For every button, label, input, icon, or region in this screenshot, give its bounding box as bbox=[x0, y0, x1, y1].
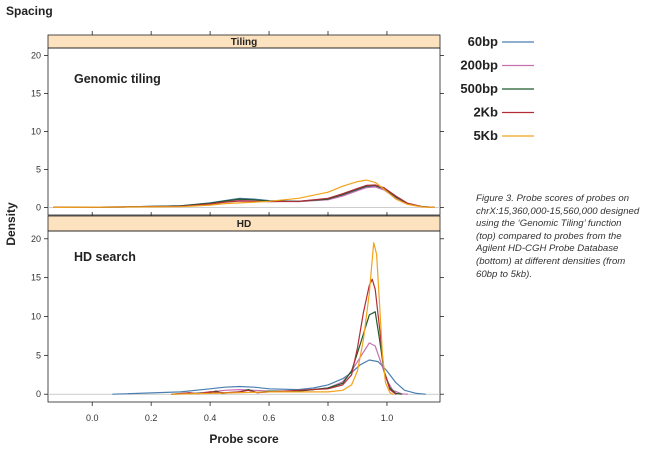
panel-tiling: Tiling Genomic tiling 0 5 10 15 20 bbox=[31, 31, 444, 216]
caption-line: using the ‘Genomic Tiling’ function bbox=[476, 218, 622, 230]
y-tick-label: 20 bbox=[31, 234, 41, 244]
y-tick-label: 15 bbox=[31, 273, 41, 283]
legend: 60bp 200bp 500bp 2Kb 5Kb bbox=[460, 34, 534, 143]
y-tick-label: 20 bbox=[31, 51, 41, 61]
legend-label-200bp: 200bp bbox=[460, 58, 498, 73]
legend-label-5kb: 5Kb bbox=[473, 128, 498, 143]
y-tick-label: 0 bbox=[36, 389, 41, 399]
series-line-60bp bbox=[53, 185, 435, 208]
strip-hd-label: HD bbox=[237, 219, 251, 230]
series-line-2kb bbox=[53, 184, 435, 208]
x-axis-title: Probe score bbox=[209, 432, 279, 446]
y-tick-label: 5 bbox=[36, 350, 41, 360]
caption-line: 60bp to 5kb). bbox=[476, 268, 533, 280]
series-line-5kb bbox=[171, 242, 394, 395]
series-line-2kb bbox=[171, 278, 397, 395]
y-tick-label: 0 bbox=[36, 202, 41, 212]
series-line-500bp bbox=[171, 311, 403, 395]
y-axis-title: Density bbox=[4, 202, 18, 246]
x-tick-label: 0.8 bbox=[322, 413, 335, 423]
y-tick-label: 5 bbox=[36, 164, 41, 174]
panel-tiling-title: Genomic tiling bbox=[74, 72, 161, 86]
x-tick-label: 1.0 bbox=[381, 413, 394, 423]
spacing-title: Spacing bbox=[6, 4, 53, 18]
legend-label-500bp: 500bp bbox=[460, 81, 498, 96]
strip-tiling-label: Tiling bbox=[231, 37, 257, 48]
series-line-200bp bbox=[53, 186, 435, 208]
figure-caption: Figure 3. Probe scores of probes on chrX… bbox=[476, 193, 651, 281]
series-line-500bp bbox=[53, 184, 435, 208]
series-line-200bp bbox=[171, 342, 409, 395]
panel-hd: HD HD search 0 5 10 15 20 bbox=[31, 212, 444, 403]
caption-line: (bottom) at different densities (from bbox=[476, 255, 626, 267]
y-tick-label: 10 bbox=[31, 127, 41, 137]
legend-label-2kb: 2Kb bbox=[473, 105, 498, 120]
x-tick-label: 0.0 bbox=[86, 413, 99, 423]
y-tick-label: 15 bbox=[31, 89, 41, 99]
y-tick-label: 10 bbox=[31, 312, 41, 322]
caption-line: (top) compared to probes from the bbox=[476, 230, 622, 242]
x-tick-label: 0.4 bbox=[204, 413, 217, 423]
caption-line: Agilent HD-CGH Probe Database bbox=[476, 243, 619, 255]
legend-label-60bp: 60bp bbox=[468, 34, 498, 49]
x-tick-label: 0.6 bbox=[263, 413, 276, 423]
series-line-60bp bbox=[112, 359, 426, 395]
caption-line: chrX:15,360,000-15,560,000 designed bbox=[476, 205, 640, 217]
caption-line: Figure 3. Probe scores of probes on bbox=[476, 193, 630, 204]
x-tick-label: 0.2 bbox=[145, 413, 158, 423]
series-line-5kb bbox=[53, 179, 435, 208]
panel-hd-title: HD search bbox=[74, 250, 136, 264]
